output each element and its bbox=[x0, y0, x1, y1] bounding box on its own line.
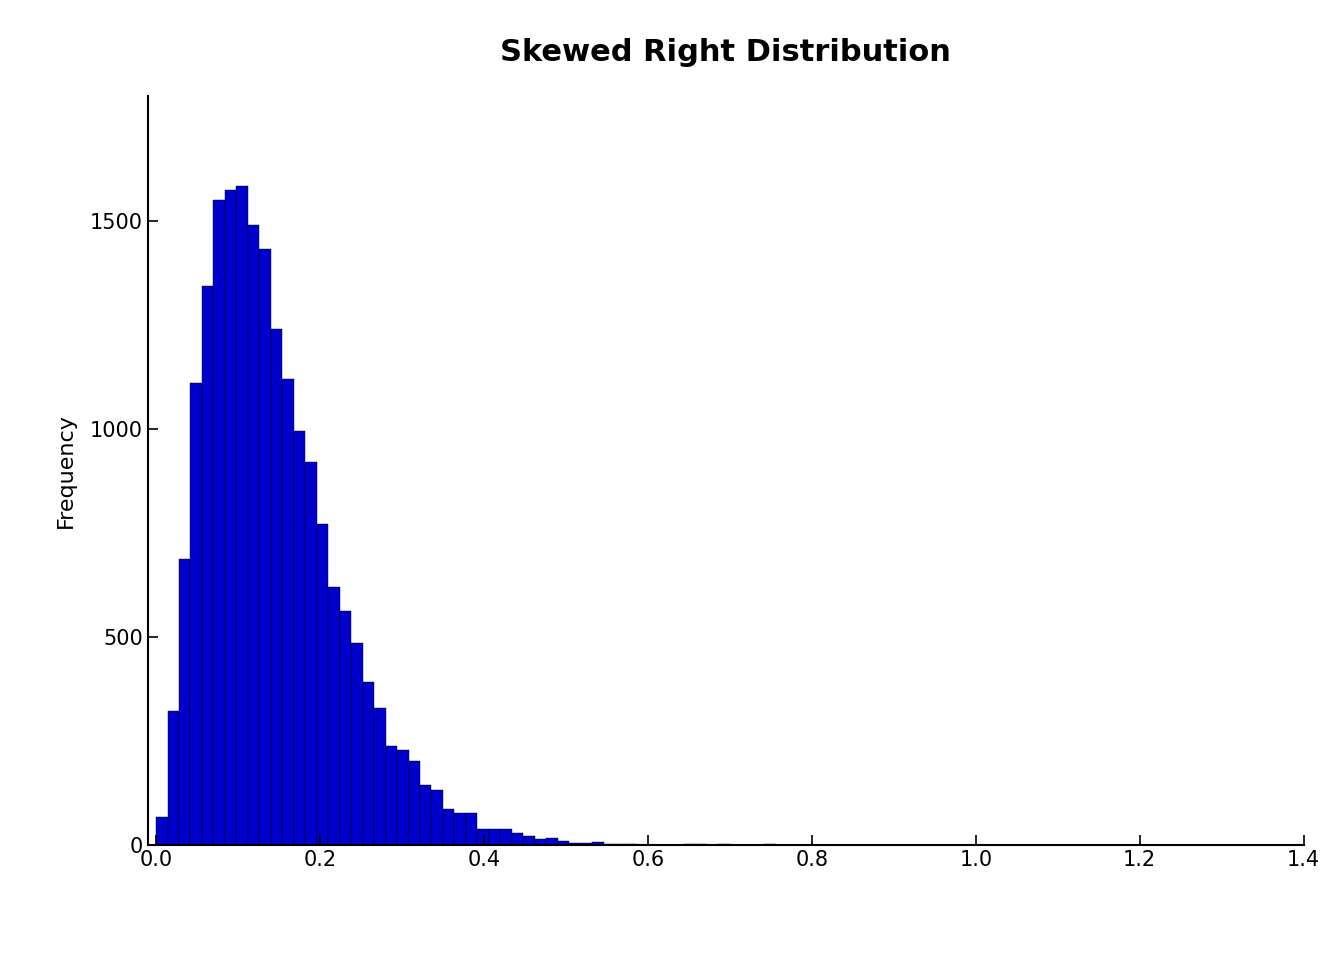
Bar bbox=[616, 844, 626, 845]
Bar bbox=[156, 817, 168, 845]
Y-axis label: Frequency: Frequency bbox=[56, 413, 77, 528]
Bar bbox=[593, 842, 603, 845]
Bar bbox=[523, 836, 535, 845]
Bar bbox=[328, 587, 340, 845]
Bar bbox=[179, 559, 191, 845]
Bar bbox=[374, 708, 386, 845]
Bar bbox=[419, 785, 431, 845]
Bar bbox=[500, 828, 512, 845]
Bar bbox=[294, 431, 305, 845]
Bar bbox=[546, 838, 558, 845]
Bar bbox=[386, 746, 396, 845]
Bar bbox=[535, 839, 546, 845]
Bar bbox=[396, 750, 409, 845]
Bar bbox=[282, 379, 294, 845]
Bar bbox=[477, 829, 489, 845]
Bar bbox=[270, 328, 282, 845]
Bar bbox=[570, 843, 581, 845]
Bar bbox=[247, 225, 259, 845]
Bar bbox=[444, 809, 454, 845]
Bar bbox=[168, 710, 179, 845]
Bar bbox=[191, 383, 202, 845]
Bar bbox=[512, 833, 523, 845]
Bar bbox=[340, 611, 351, 845]
Bar bbox=[351, 643, 363, 845]
Bar bbox=[237, 186, 247, 845]
Bar bbox=[454, 813, 466, 845]
Bar bbox=[202, 286, 214, 845]
Bar bbox=[431, 790, 444, 845]
Bar bbox=[363, 683, 374, 845]
Bar bbox=[305, 463, 317, 845]
Bar bbox=[466, 813, 477, 845]
Bar bbox=[489, 829, 500, 845]
Bar bbox=[259, 249, 270, 845]
Bar bbox=[581, 843, 593, 845]
Bar bbox=[214, 200, 224, 845]
Bar bbox=[409, 761, 419, 845]
Bar bbox=[317, 524, 328, 845]
Bar bbox=[224, 190, 237, 845]
Title: Skewed Right Distribution: Skewed Right Distribution bbox=[500, 38, 952, 67]
Bar bbox=[558, 842, 570, 845]
